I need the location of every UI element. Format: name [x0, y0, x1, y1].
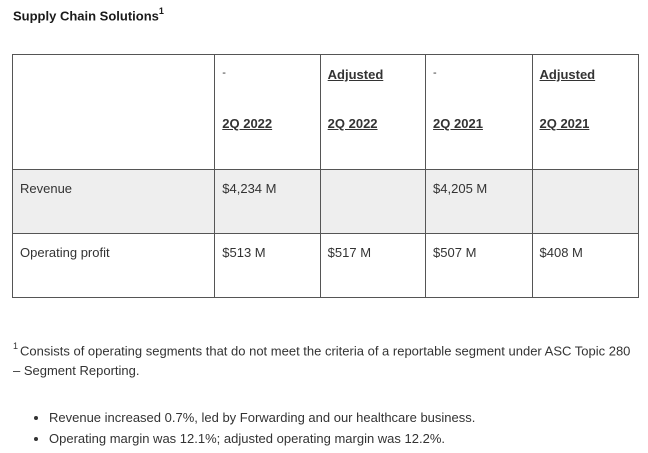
- header-cell-adjusted-2q2022: Adjusted 2Q 2022: [319, 54, 427, 170]
- header-cell-blank: [11, 54, 216, 170]
- list-item: Operating margin was 12.1%; adjusted ope…: [49, 428, 639, 449]
- row-label: Revenue: [11, 169, 216, 234]
- section-title-text: Supply Chain Solutions: [13, 8, 159, 24]
- header-top-label: -: [222, 67, 226, 79]
- header-cell-2q2022: - 2Q 2022: [214, 54, 321, 170]
- table-cell: $513 M: [214, 233, 321, 298]
- table-cell: [531, 169, 639, 234]
- header-bottom-label: 2Q 2022: [327, 116, 378, 131]
- header-top-label: Adjusted: [539, 67, 596, 82]
- table-row-revenue: Revenue $4,234 M $4,205 M: [11, 169, 639, 234]
- header-bottom-label: 2Q 2021: [433, 116, 483, 131]
- header-cell-2q2021: - 2Q 2021: [425, 54, 533, 170]
- footnote: 1 Consists of operating segments that do …: [13, 337, 633, 381]
- header-cell-adjusted-2q2021: Adjusted 2Q 2021: [531, 54, 639, 170]
- title-footnote-marker: 1: [158, 6, 164, 16]
- section-title: Supply Chain Solutions1: [13, 6, 164, 24]
- table-cell: $517 M: [319, 233, 427, 298]
- header-top-label: Adjusted: [327, 67, 384, 82]
- header-bottom-label: 2Q 2022: [222, 116, 273, 131]
- highlights-list: Revenue increased 0.7%, led by Forwardin…: [13, 407, 639, 449]
- footnote-marker: 1: [13, 341, 19, 351]
- footnote-text: Consists of operating segments that do n…: [13, 343, 631, 379]
- table-cell: $4,205 M: [425, 169, 533, 234]
- header-top-label: -: [433, 67, 437, 79]
- table-cell: $408 M: [531, 233, 639, 298]
- table-cell: $4,234 M: [214, 169, 321, 234]
- table-row-operating-profit: Operating profit $513 M $517 M $507 M $4…: [11, 233, 639, 298]
- row-label: Operating profit: [11, 233, 216, 298]
- table-header-row: - 2Q 2022 Adjusted 2Q 2022 - 2Q 2021 Adj…: [11, 54, 639, 170]
- table-cell: [319, 169, 427, 234]
- financial-table: - 2Q 2022 Adjusted 2Q 2022 - 2Q 2021 Adj…: [11, 54, 639, 298]
- header-bottom-label: 2Q 2021: [539, 116, 590, 131]
- table-cell: $507 M: [425, 233, 533, 298]
- list-item: Revenue increased 0.7%, led by Forwardin…: [49, 407, 639, 428]
